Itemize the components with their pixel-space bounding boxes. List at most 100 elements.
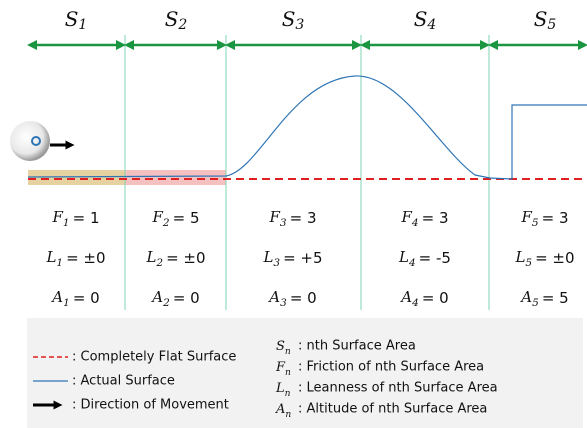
math-label: L1 = ±0: [45, 248, 105, 269]
math-label: Fn: [275, 360, 291, 378]
math-label: S2: [165, 7, 188, 34]
symbol-index: 2: [162, 217, 170, 229]
math-label: F1 = 1: [52, 208, 100, 229]
symbol-value: = ±0: [166, 249, 205, 267]
math-label: S4: [414, 7, 437, 34]
math-label: An: [275, 402, 291, 420]
ball: [10, 121, 50, 161]
math-label: L5 = ±0: [514, 248, 574, 269]
symbol-index: 4: [411, 297, 419, 309]
symbol-index: 2: [155, 257, 163, 269]
symbol-letter: L: [514, 248, 525, 266]
symbol-letter: S: [65, 7, 79, 31]
symbol-index: n: [285, 389, 291, 399]
symbol-index: 3: [280, 217, 287, 229]
math-label: L2 = ±0: [145, 248, 205, 269]
math-label: Sn: [276, 339, 291, 357]
symbol-letter: S: [165, 7, 179, 31]
symbol-letter: L: [145, 248, 156, 266]
symbol-letter: F: [401, 208, 413, 226]
symbol-letter: L: [45, 248, 56, 266]
math-label: A4 = 0: [399, 288, 448, 309]
symbol-value: = 0: [290, 289, 317, 307]
symbol-letter: A: [267, 288, 280, 306]
symbol-index: 1: [78, 17, 87, 33]
symbol-index: n: [285, 347, 291, 357]
surface-band: [125, 170, 226, 185]
math-label: S3: [282, 7, 305, 34]
symbol-letter: F: [152, 208, 164, 226]
symbol-letter: L: [275, 381, 285, 396]
symbol-value: = 5: [542, 289, 569, 307]
symbol-index: 5: [532, 217, 539, 229]
symbol-value: = 0: [73, 289, 100, 307]
legend-text: : Actual Surface: [72, 374, 175, 389]
symbol-letter: A: [50, 288, 63, 306]
math-label: A3 = 0: [267, 288, 316, 309]
symbol-letter: A: [150, 288, 163, 306]
math-label: F2 = 5: [152, 208, 200, 229]
surface-band: [28, 170, 125, 185]
symbol-index: 3: [273, 257, 280, 269]
math-label: A2 = 0: [150, 288, 199, 309]
symbol-value: = 0: [422, 289, 449, 307]
symbol-letter: L: [398, 248, 409, 266]
symbol-value: = 3: [290, 209, 317, 227]
symbol-letter: F: [275, 360, 286, 375]
symbol-value: = ±0: [535, 249, 574, 267]
actual-surface: [27, 75, 587, 180]
symbol-letter: F: [521, 208, 533, 226]
math-label: S1: [65, 7, 88, 34]
math-label: F3 = 3: [269, 208, 317, 229]
dividers: [124, 35, 490, 310]
math-label: A5 = 5: [519, 288, 568, 309]
symbol-value: = ±0: [66, 249, 105, 267]
legend-text: : Altitude of nth Surface Area: [298, 402, 487, 417]
symbol-letter: S: [414, 7, 428, 31]
symbol-value: = 3: [422, 209, 449, 227]
symbol-value: = 5: [173, 209, 200, 227]
legend-text: : nth Surface Area: [298, 339, 416, 354]
math-label: L3 = +5: [262, 248, 322, 269]
symbol-index: 1: [63, 217, 70, 229]
symbol-index: n: [285, 368, 291, 378]
symbol-value: = +5: [283, 249, 322, 267]
symbol-letter: S: [282, 7, 296, 31]
symbol-letter: L: [262, 248, 273, 266]
symbol-index: 2: [177, 17, 187, 33]
legend-text: : Direction of Movement: [72, 398, 229, 413]
legend-text: : Friction of nth Surface Area: [298, 360, 484, 375]
legend-text: : Completely Flat Surface: [72, 350, 236, 365]
legend-box: [27, 318, 583, 428]
symbol-index: 3: [280, 297, 287, 309]
symbol-index: n: [285, 410, 291, 420]
symbol-letter: F: [269, 208, 281, 226]
math-label: A1 = 0: [50, 288, 99, 309]
symbol-value: = 1: [73, 209, 100, 227]
symbol-value: = -5: [419, 249, 451, 267]
symbol-letter: S: [276, 339, 285, 354]
symbol-index: 2: [162, 297, 170, 309]
symbol-letter: F: [52, 208, 64, 226]
legend-text: : Leanness of nth Surface Area: [298, 381, 498, 396]
symbol-index: 3: [295, 17, 304, 33]
symbol-index: 5: [547, 17, 556, 33]
symbol-letter: A: [519, 288, 532, 306]
symbol-value: = 3: [542, 209, 569, 227]
symbol-index: 1: [56, 257, 63, 269]
symbol-value: = 0: [173, 289, 200, 307]
ball-eye: [31, 136, 41, 146]
math-label: F4 = 3: [401, 208, 449, 229]
symbol-index: 4: [411, 217, 419, 229]
math-label: L4 = -5: [398, 248, 451, 269]
symbol-index: 5: [525, 257, 532, 269]
math-label: Ln: [275, 381, 291, 399]
symbol-index: 1: [63, 297, 70, 309]
math-label: S5: [534, 7, 557, 34]
symbol-index: 4: [426, 17, 436, 33]
math-label: F5 = 3: [521, 208, 569, 229]
symbol-index: 5: [532, 297, 539, 309]
symbol-letter: A: [399, 288, 412, 306]
symbol-index: 4: [408, 257, 416, 269]
